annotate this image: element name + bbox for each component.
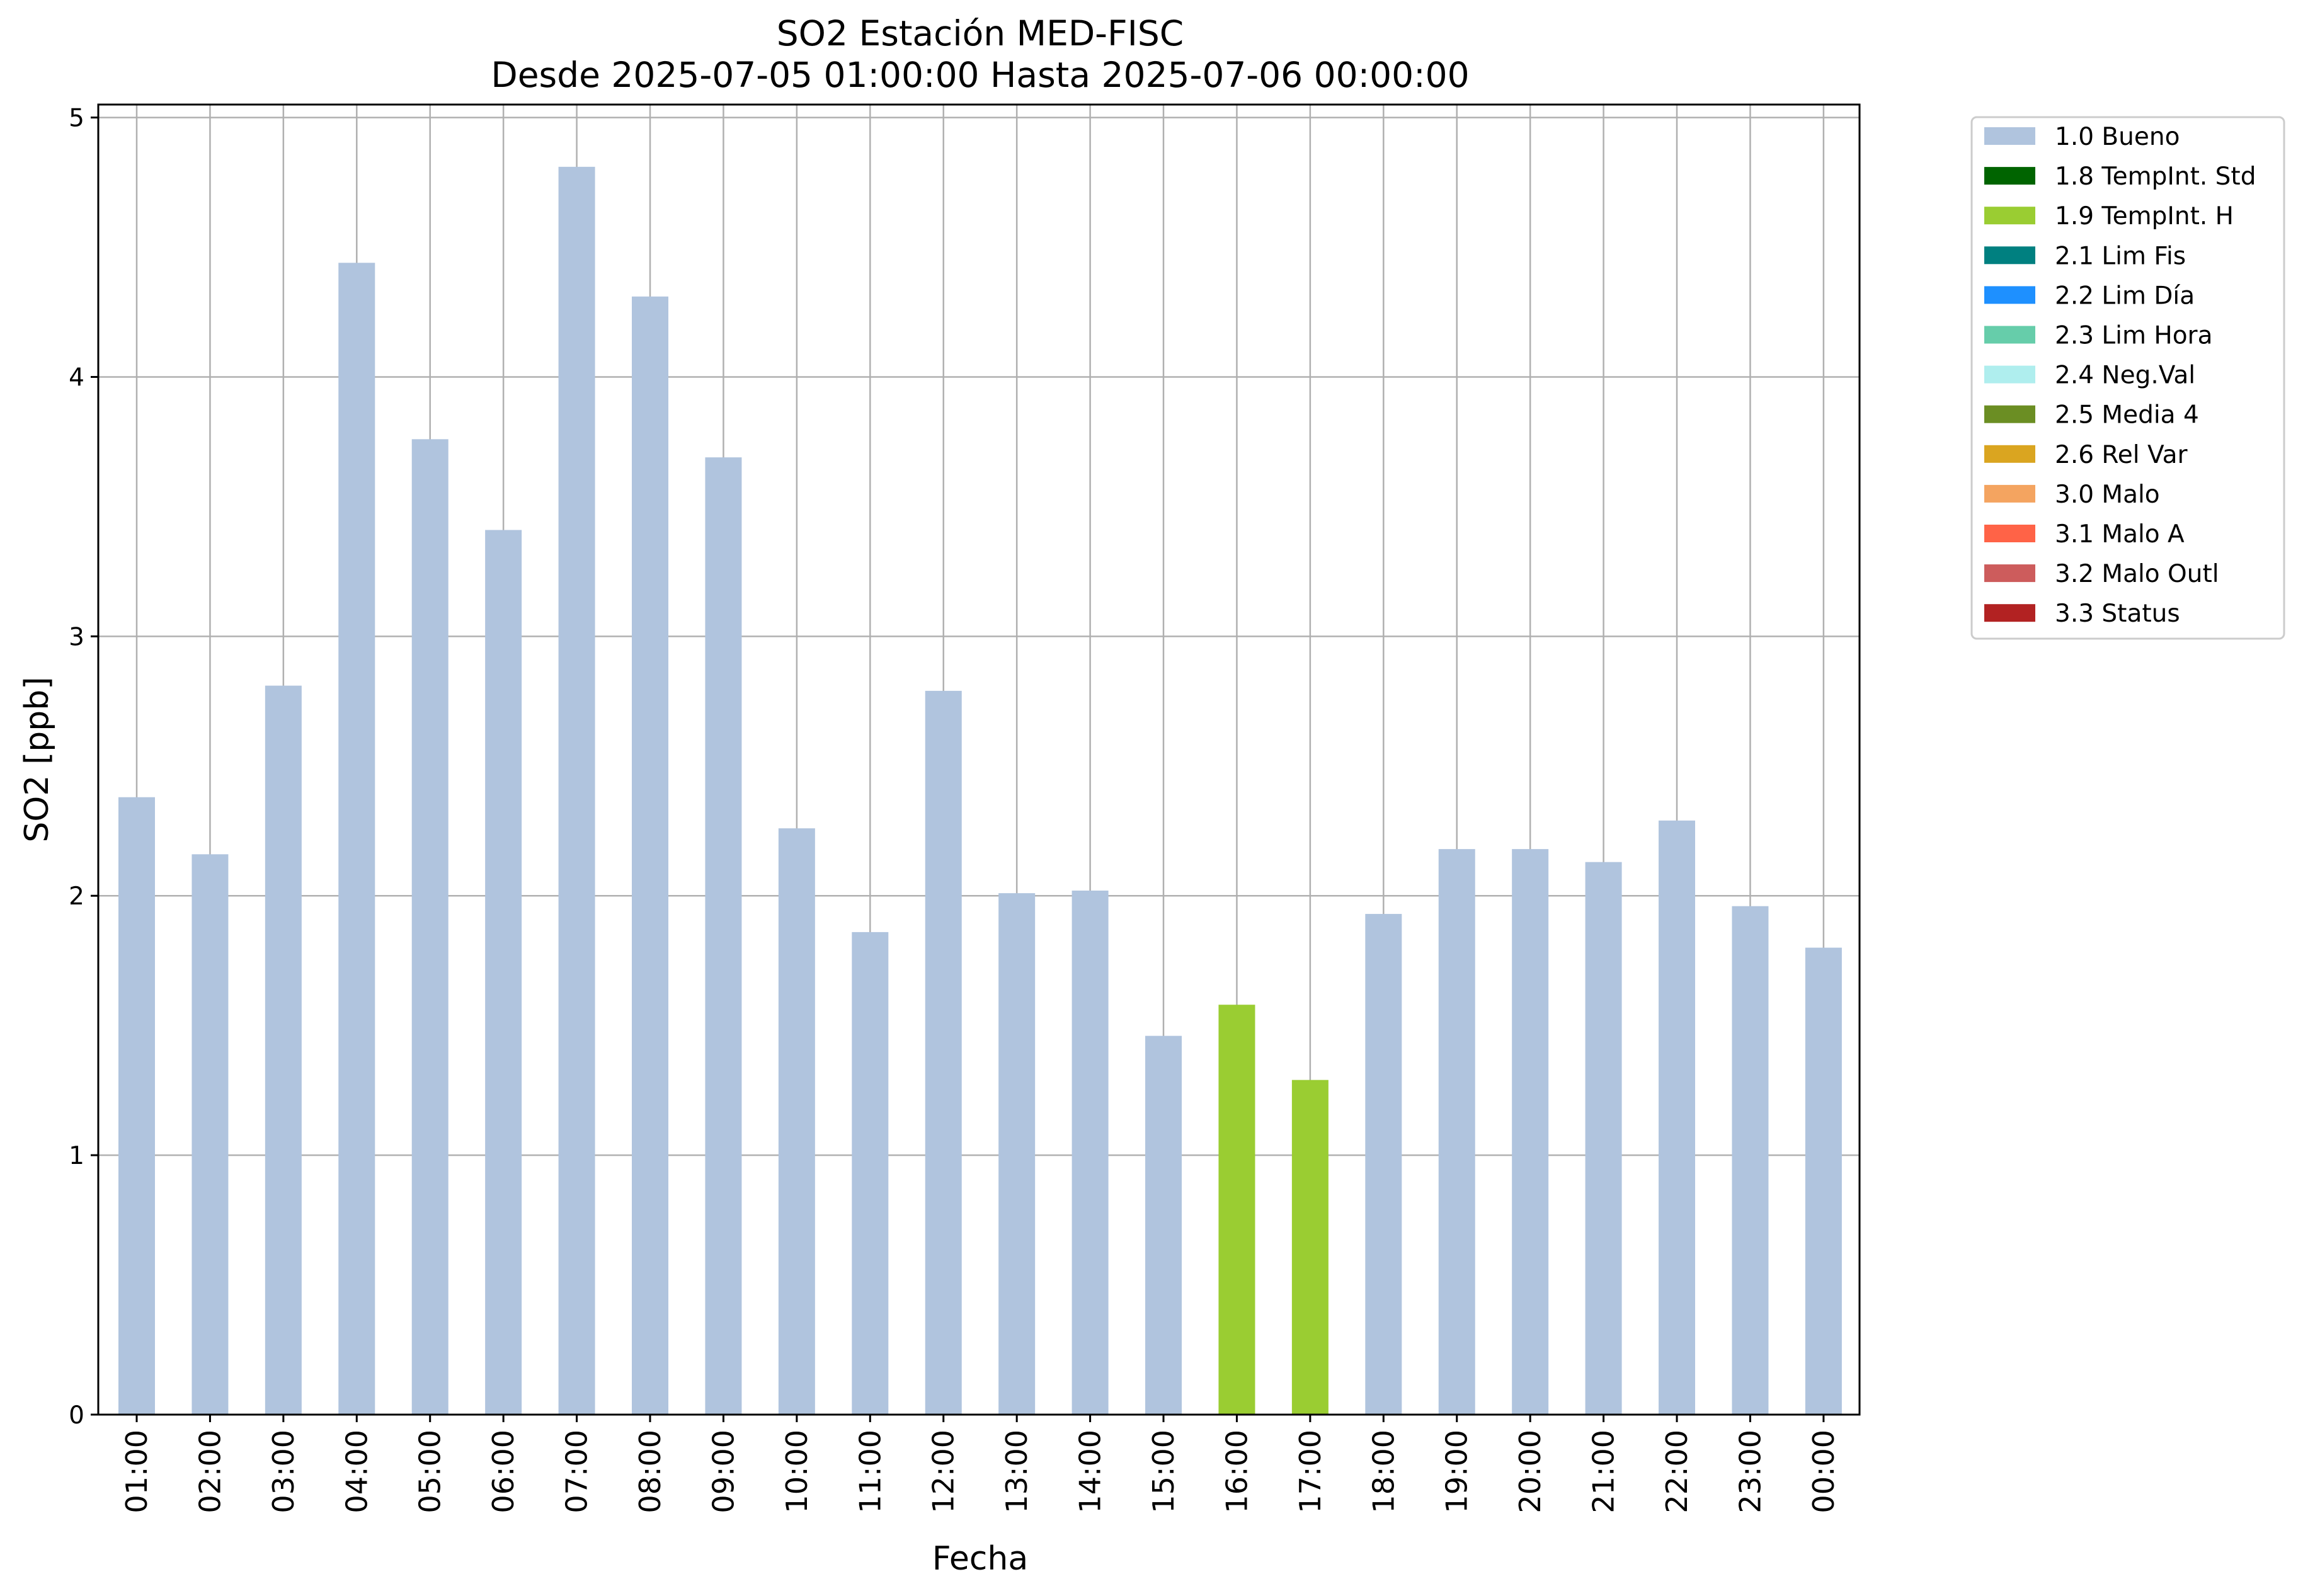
bar-0600 bbox=[485, 530, 522, 1415]
plot-frame bbox=[97, 103, 1861, 1416]
chart-title: SO2 Estación MED-FISC bbox=[777, 13, 1184, 54]
y-axis: 0 1 2 3 4 5 bbox=[69, 105, 98, 1430]
bar-0700 bbox=[558, 166, 595, 1415]
bar-0300 bbox=[265, 685, 302, 1415]
x-tick-label: 00:00 bbox=[1807, 1430, 1841, 1513]
x-tick-label: 06:00 bbox=[486, 1430, 520, 1513]
legend-swatch-2-1 bbox=[1984, 246, 2035, 265]
y-tick-label: 5 bbox=[69, 105, 84, 133]
bar-1400 bbox=[1071, 891, 1109, 1415]
bar-2300 bbox=[1732, 906, 1769, 1415]
bar-0400 bbox=[338, 263, 375, 1415]
legend-swatch-1-9 bbox=[1984, 207, 2035, 225]
x-tick-label: 16:00 bbox=[1220, 1430, 1254, 1513]
x-tick-label: 02:00 bbox=[193, 1430, 227, 1513]
bar-0500 bbox=[411, 439, 449, 1415]
legend-label-2-3: 2.3 Lim Hora bbox=[2055, 322, 2213, 350]
legend-label-1-9: 1.9 TempInt. H bbox=[2055, 202, 2234, 231]
bar-1900 bbox=[1438, 849, 1475, 1415]
bar-0100 bbox=[118, 797, 155, 1415]
legend-box bbox=[1970, 116, 2285, 640]
bar-1700 bbox=[1291, 1080, 1329, 1415]
x-tick-label: 23:00 bbox=[1733, 1430, 1767, 1513]
bars bbox=[118, 166, 1842, 1415]
bar-0000 bbox=[1805, 947, 1842, 1415]
x-tick-label: 09:00 bbox=[706, 1430, 740, 1513]
x-tick-label: 04:00 bbox=[340, 1430, 374, 1513]
legend-label-2-1: 2.1 Lim Fis bbox=[2055, 242, 2186, 270]
bar-0200 bbox=[191, 854, 229, 1415]
legend-label-1-8: 1.8 TempInt. Std bbox=[2055, 162, 2256, 191]
legend-label-1-0: 1.0 Bueno bbox=[2055, 123, 2180, 151]
bar-2100 bbox=[1585, 862, 1622, 1415]
y-tick-label: 2 bbox=[69, 882, 84, 911]
x-tick-label: 05:00 bbox=[413, 1430, 447, 1513]
bar-1500 bbox=[1145, 1035, 1182, 1415]
legend-swatch-2-4 bbox=[1984, 365, 2035, 384]
chart-subtitle: Desde 2025-07-05 01:00:00 Hasta 2025-07-… bbox=[491, 55, 1469, 95]
legend-swatch-3-1 bbox=[1984, 525, 2035, 542]
bar-1200 bbox=[925, 690, 962, 1415]
y-tick-label: 4 bbox=[69, 363, 84, 392]
legend-label-2-6: 2.6 Rel Var bbox=[2055, 441, 2188, 469]
legend-swatch-1-0 bbox=[1984, 127, 2035, 145]
x-tick-label: 21:00 bbox=[1587, 1430, 1621, 1513]
legend-swatch-2-5 bbox=[1984, 405, 2035, 423]
x-tick-label: 22:00 bbox=[1660, 1430, 1694, 1513]
legend-swatch-1-8 bbox=[1984, 167, 2035, 185]
x-tick-label: 19:00 bbox=[1440, 1430, 1474, 1513]
bar-1600 bbox=[1218, 1005, 1255, 1415]
legend-label-2-4: 2.4 Neg.Val bbox=[2055, 362, 2195, 390]
legend-label-2-2: 2.2 Lim Día bbox=[2055, 282, 2195, 310]
x-tick-label: 20:00 bbox=[1513, 1430, 1547, 1513]
y-tick-label: 3 bbox=[69, 623, 84, 651]
legend-swatch-2-6 bbox=[1984, 445, 2035, 463]
x-tick-label: 07:00 bbox=[560, 1430, 594, 1513]
bar-1800 bbox=[1365, 914, 1402, 1415]
legend-swatch-2-2 bbox=[1984, 286, 2035, 304]
x-tick-label: 01:00 bbox=[120, 1430, 154, 1513]
legend: 1.0 Bueno 1.8 TempInt. Std 1.9 TempInt. H 2… bbox=[1970, 116, 2285, 640]
bar-2000 bbox=[1512, 849, 1549, 1415]
x-axis: 01:00 02:00 03:00 04:00 05:00 06:00 07:00 08:00… bbox=[120, 1415, 1841, 1513]
legend-label-3-0: 3.0 Malo bbox=[2055, 481, 2160, 509]
legend-swatch-3-2 bbox=[1984, 564, 2035, 583]
x-tick-label: 12:00 bbox=[927, 1430, 961, 1513]
x-tick-label: 10:00 bbox=[780, 1430, 814, 1513]
bar-1100 bbox=[852, 932, 889, 1415]
x-tick-label: 15:00 bbox=[1146, 1430, 1180, 1513]
bar-0900 bbox=[705, 457, 742, 1415]
y-tick-label: 1 bbox=[69, 1142, 84, 1170]
legend-swatch-2-3 bbox=[1984, 326, 2035, 344]
legend-label-2-5: 2.5 Media 4 bbox=[2055, 401, 2199, 430]
x-tick-label: 18:00 bbox=[1366, 1430, 1400, 1513]
x-tick-label: 13:00 bbox=[1000, 1430, 1034, 1513]
legend-label-3-3: 3.3 Status bbox=[2055, 600, 2180, 628]
x-tick-label: 08:00 bbox=[633, 1430, 667, 1513]
x-tick-label: 17:00 bbox=[1293, 1430, 1327, 1513]
bar-1300 bbox=[998, 893, 1036, 1415]
y-axis-label: SO2 [ppb] bbox=[18, 676, 56, 842]
x-axis-label: Fecha bbox=[932, 1540, 1028, 1578]
bar-1000 bbox=[778, 828, 815, 1415]
x-tick-label: 11:00 bbox=[853, 1430, 887, 1513]
y-tick-label: 0 bbox=[69, 1401, 84, 1430]
legend-label-3-1: 3.1 Malo A bbox=[2055, 520, 2185, 549]
legend-swatch-3-0 bbox=[1984, 484, 2035, 503]
x-tick-label: 03:00 bbox=[266, 1430, 300, 1513]
x-tick-label: 14:00 bbox=[1073, 1430, 1107, 1513]
bar-0800 bbox=[632, 296, 669, 1415]
legend-label-3-2: 3.2 Malo Outl bbox=[2055, 560, 2219, 588]
legend-swatch-3-3 bbox=[1984, 604, 2035, 622]
bar-2200 bbox=[1659, 820, 1696, 1415]
